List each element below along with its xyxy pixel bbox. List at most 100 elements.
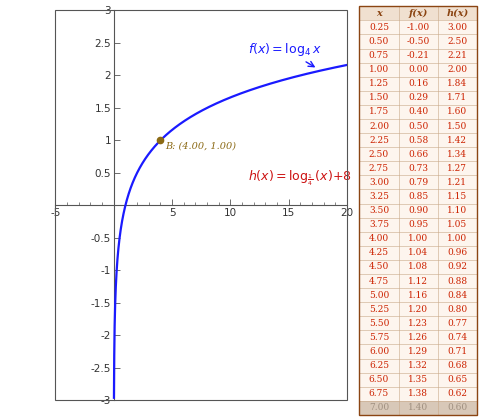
- Text: 0.60: 0.60: [447, 403, 468, 412]
- Text: B: (4.00, 1.00): B: (4.00, 1.00): [165, 141, 236, 150]
- Text: 0.75: 0.75: [369, 51, 389, 60]
- Text: 1.34: 1.34: [447, 150, 468, 159]
- Text: 0.65: 0.65: [447, 375, 468, 384]
- Text: 0.73: 0.73: [408, 164, 428, 173]
- Text: 0.85: 0.85: [408, 192, 428, 201]
- Bar: [360, 203, 477, 218]
- Text: 3.75: 3.75: [369, 220, 389, 229]
- Text: 1.20: 1.20: [408, 305, 428, 314]
- Bar: [360, 246, 477, 260]
- Bar: [360, 316, 477, 330]
- Text: 3.50: 3.50: [369, 206, 389, 215]
- Text: 0.50: 0.50: [369, 37, 389, 46]
- Bar: [360, 218, 477, 232]
- Bar: [360, 359, 477, 373]
- Text: 1.42: 1.42: [447, 136, 468, 145]
- Text: 1.29: 1.29: [408, 347, 428, 356]
- Text: 6.50: 6.50: [369, 375, 389, 384]
- Bar: [360, 119, 477, 133]
- Text: 4.75: 4.75: [369, 276, 389, 286]
- Bar: [360, 401, 477, 415]
- Bar: [360, 176, 477, 189]
- Text: 1.40: 1.40: [408, 403, 428, 412]
- Text: 2.25: 2.25: [369, 136, 389, 145]
- Text: f(x): f(x): [408, 9, 428, 18]
- Text: 0.40: 0.40: [408, 108, 428, 116]
- Text: 2.50: 2.50: [447, 37, 468, 46]
- Bar: [360, 63, 477, 77]
- Text: 5.50: 5.50: [369, 319, 389, 328]
- Bar: [360, 147, 477, 161]
- Text: 1.00: 1.00: [408, 234, 428, 243]
- Text: 1.38: 1.38: [408, 389, 428, 398]
- Text: 0.62: 0.62: [447, 389, 468, 398]
- Text: 6.00: 6.00: [369, 347, 389, 356]
- Text: 2.00: 2.00: [369, 121, 389, 131]
- Bar: [360, 288, 477, 302]
- Text: 1.12: 1.12: [408, 276, 428, 286]
- Text: 1.26: 1.26: [408, 333, 428, 342]
- Text: 1.50: 1.50: [447, 121, 468, 131]
- Text: 0.16: 0.16: [408, 79, 428, 88]
- Text: 2.50: 2.50: [369, 150, 389, 159]
- Text: x: x: [376, 9, 382, 18]
- Text: 4.50: 4.50: [369, 262, 389, 271]
- Text: 0.95: 0.95: [408, 220, 428, 229]
- Bar: [360, 20, 477, 35]
- Text: $h(x)=\log_{\frac{1}{4}}(x){+}8$: $h(x)=\log_{\frac{1}{4}}(x){+}8$: [248, 169, 351, 188]
- Text: -0.21: -0.21: [407, 51, 429, 60]
- Text: $f(x)=\log_4 x$: $f(x)=\log_4 x$: [248, 41, 321, 67]
- Text: 1.75: 1.75: [369, 108, 389, 116]
- Bar: [360, 344, 477, 359]
- Text: 3.00: 3.00: [369, 178, 389, 187]
- Text: 1.10: 1.10: [447, 206, 468, 215]
- Bar: [360, 6, 477, 20]
- Text: 0.79: 0.79: [408, 178, 428, 187]
- Bar: [360, 302, 477, 316]
- Text: 1.15: 1.15: [447, 192, 468, 201]
- Bar: [360, 133, 477, 147]
- Text: 1.71: 1.71: [447, 93, 468, 102]
- Text: -1.00: -1.00: [407, 23, 429, 32]
- Text: 3.00: 3.00: [447, 23, 468, 32]
- Text: h(x): h(x): [446, 9, 469, 18]
- Text: 1.25: 1.25: [369, 79, 389, 88]
- Text: 1.50: 1.50: [369, 93, 389, 102]
- Text: 0.88: 0.88: [447, 276, 468, 286]
- Bar: [360, 189, 477, 203]
- Text: 1.04: 1.04: [408, 249, 428, 257]
- Text: 0.29: 0.29: [408, 93, 428, 102]
- Text: 0.84: 0.84: [447, 291, 468, 300]
- Text: 1.23: 1.23: [408, 319, 428, 328]
- Text: 0.96: 0.96: [447, 249, 468, 257]
- Text: 0.71: 0.71: [447, 347, 468, 356]
- Text: 3.25: 3.25: [369, 192, 389, 201]
- Bar: [360, 373, 477, 387]
- Text: -0.50: -0.50: [406, 37, 430, 46]
- Text: 0.50: 0.50: [408, 121, 428, 131]
- Bar: [360, 91, 477, 105]
- Text: 1.27: 1.27: [447, 164, 468, 173]
- Text: 0.66: 0.66: [408, 150, 428, 159]
- Bar: [360, 274, 477, 288]
- Text: 0.90: 0.90: [408, 206, 428, 215]
- Bar: [360, 260, 477, 274]
- Bar: [360, 161, 477, 176]
- Text: 1.84: 1.84: [447, 79, 468, 88]
- Text: 0.00: 0.00: [408, 65, 428, 74]
- Bar: [360, 105, 477, 119]
- Text: 1.16: 1.16: [408, 291, 428, 300]
- Bar: [360, 48, 477, 63]
- Bar: [360, 35, 477, 48]
- Text: 5.75: 5.75: [369, 333, 389, 342]
- Text: 0.80: 0.80: [447, 305, 468, 314]
- Text: 4.00: 4.00: [369, 234, 389, 243]
- Bar: [360, 77, 477, 91]
- Text: 7.00: 7.00: [369, 403, 389, 412]
- Text: 1.08: 1.08: [408, 262, 428, 271]
- Text: 2.00: 2.00: [447, 65, 468, 74]
- Bar: [360, 232, 477, 246]
- Text: 0.68: 0.68: [447, 361, 468, 370]
- Text: 1.60: 1.60: [447, 108, 468, 116]
- Text: 6.25: 6.25: [369, 361, 389, 370]
